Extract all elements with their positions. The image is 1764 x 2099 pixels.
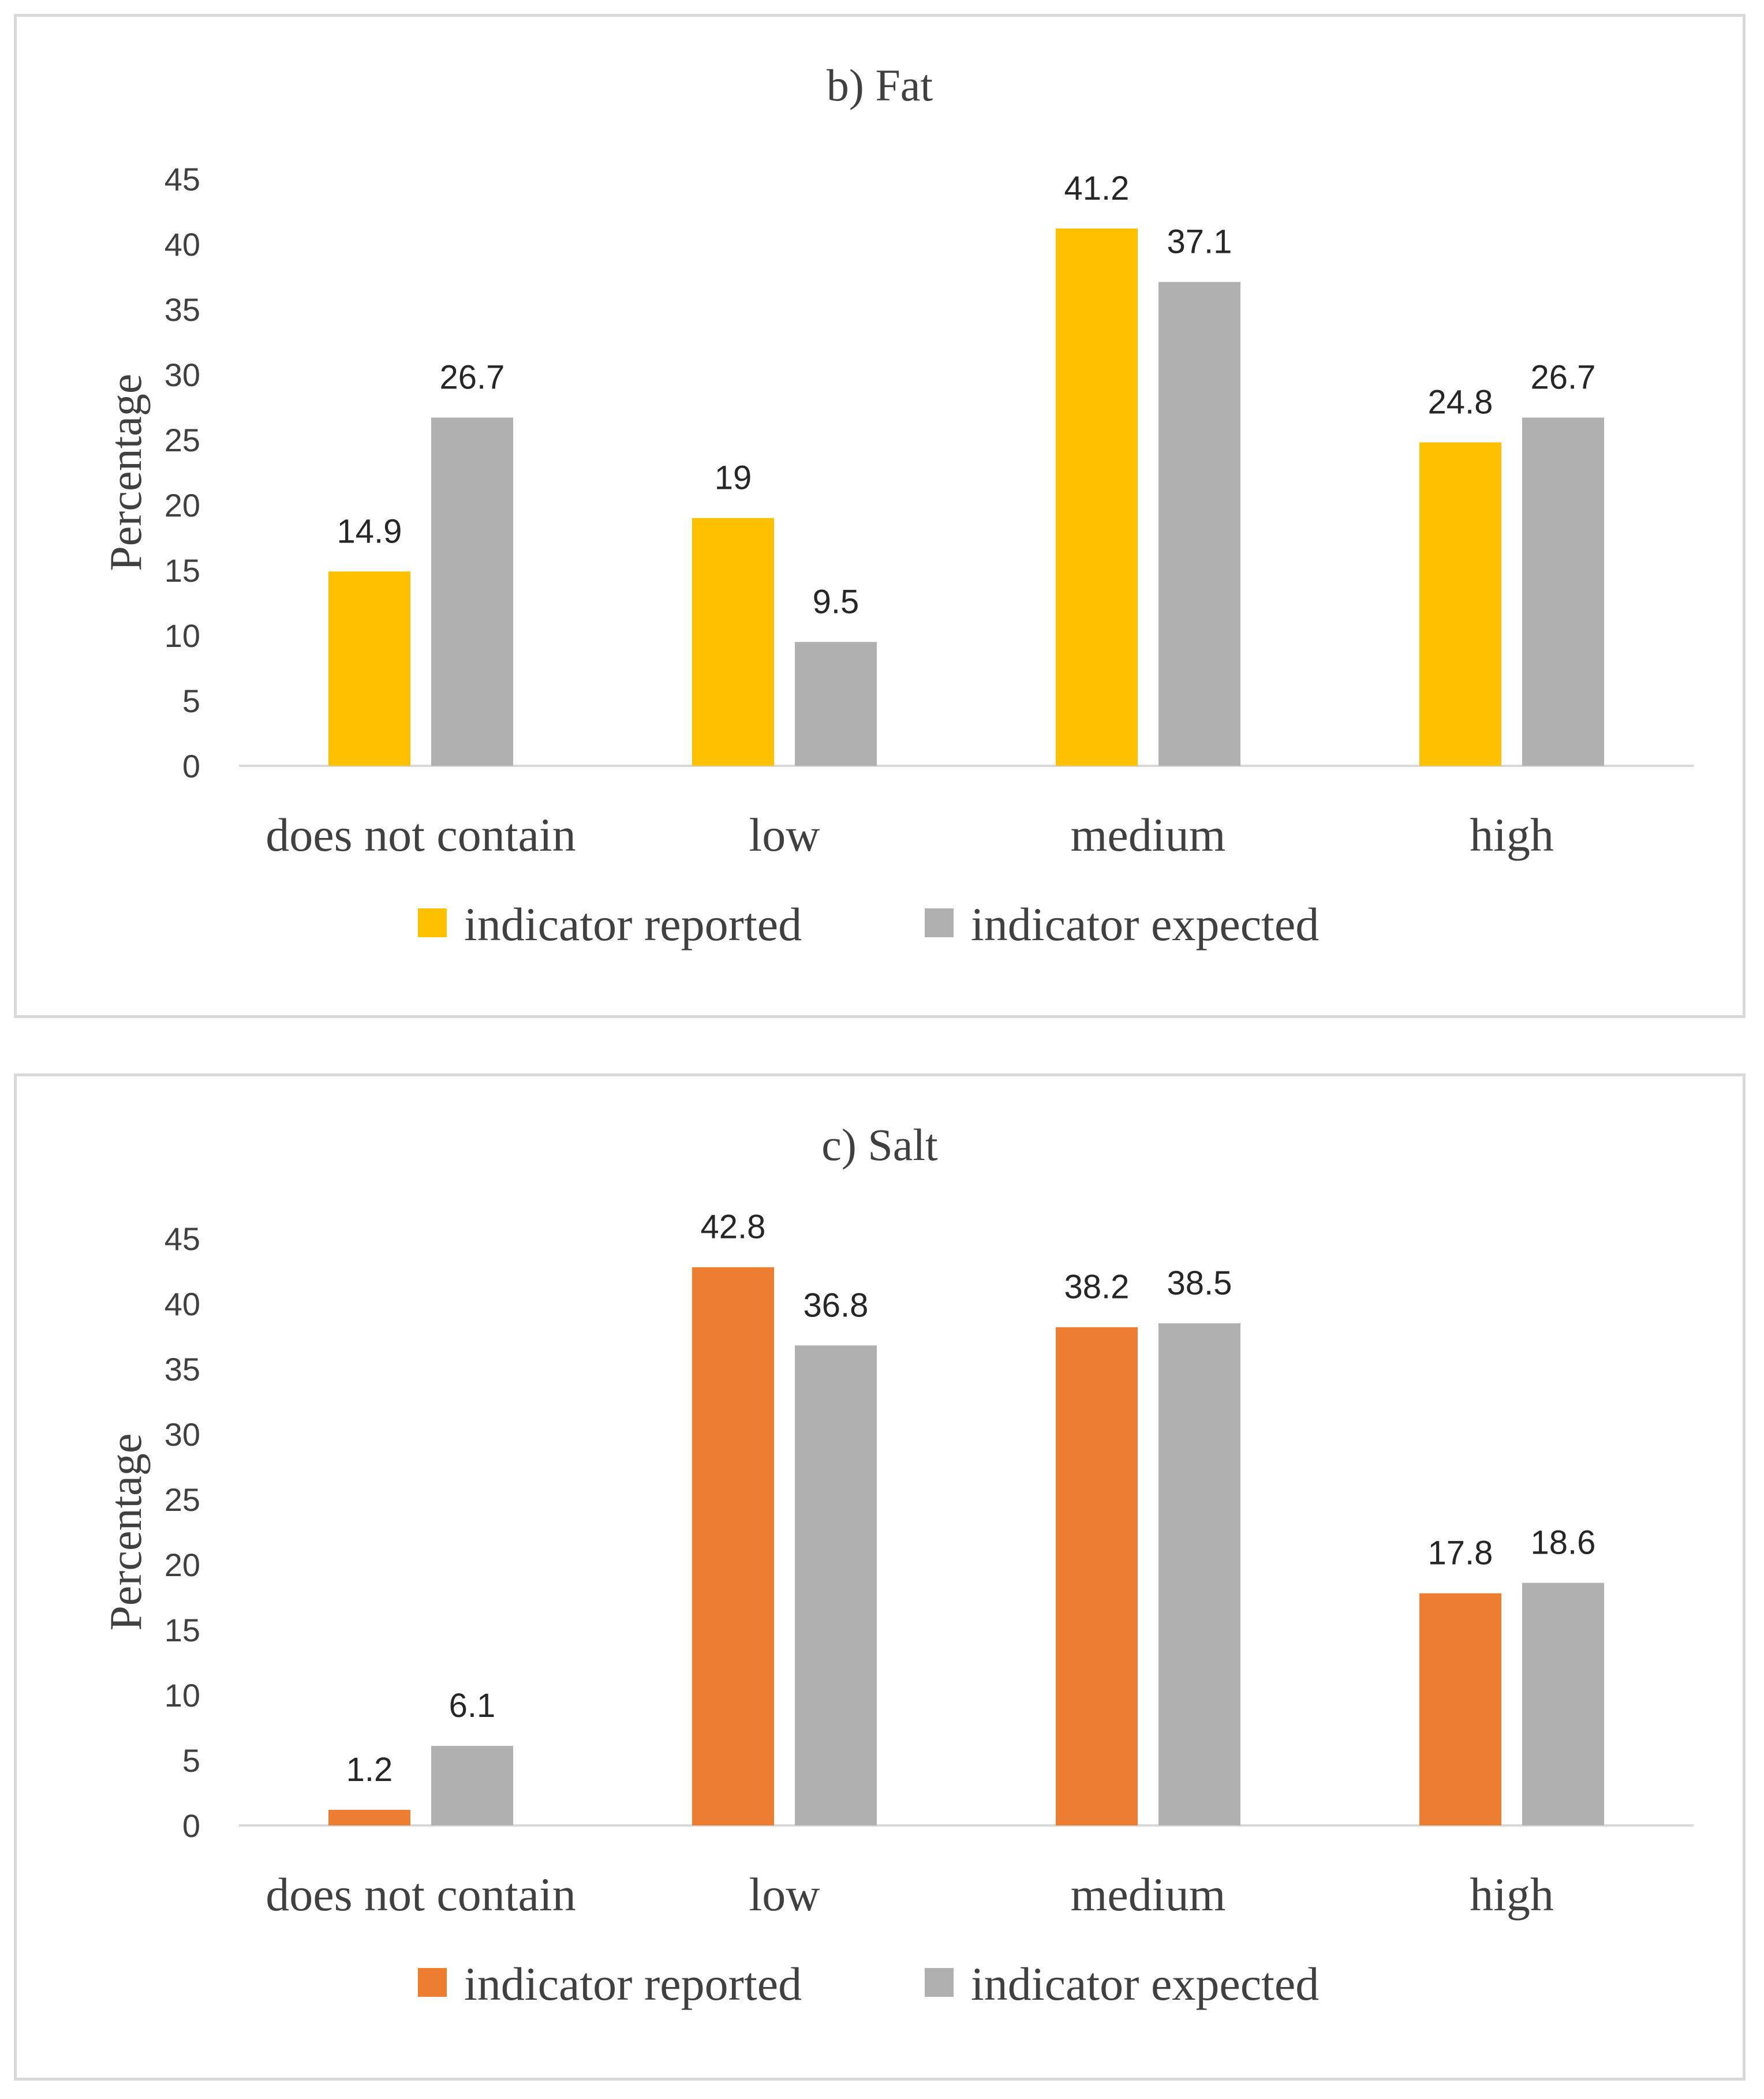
legend-swatch-reported [418, 1968, 447, 1997]
data-label: 1.2 [346, 1751, 393, 1789]
y-tick-label: 0 [182, 748, 200, 784]
y-tick-label: 20 [165, 1547, 200, 1583]
x-tick-label: low [749, 809, 820, 861]
chart-salt: c) Salt Percentage 0 5 10 15 20 25 30 35 40 45 1.2 6.… [100, 1120, 1694, 2010]
legend-swatch-reported [418, 908, 447, 937]
bar-expected [1158, 282, 1240, 766]
x-tick-label: medium [1071, 1868, 1226, 1921]
data-label: 17.8 [1428, 1535, 1493, 1572]
y-axis-label: Percentage [100, 373, 151, 571]
y-tick-label: 45 [165, 161, 200, 197]
data-label: 6.1 [449, 1687, 496, 1724]
y-axis-label: Percentage [100, 1433, 151, 1630]
bar-reported [1056, 228, 1138, 766]
y-tick-label: 30 [165, 1416, 200, 1453]
chart-fat: b) Fat Percentage 0 5 10 15 20 25 30 35 40 45 14.9 26… [100, 60, 1694, 951]
x-tick-label: low [749, 1868, 820, 1921]
data-label: 38.5 [1167, 1264, 1232, 1302]
bar-reported [692, 518, 774, 766]
y-tick-label: 5 [182, 1742, 200, 1779]
y-tick-label: 35 [165, 1351, 200, 1387]
y-tick-label: 25 [165, 1481, 200, 1518]
chart-panel-salt: c) Salt Percentage 0 5 10 15 20 25 30 35 40 45 1.2 6.… [14, 1073, 1746, 2081]
data-label: 19 [715, 459, 752, 497]
chart-panel-fat: b) Fat Percentage 0 5 10 15 20 25 30 35 40 45 14.9 26… [14, 14, 1746, 1018]
data-label: 18.6 [1531, 1524, 1596, 1562]
y-tick-label: 35 [165, 291, 200, 328]
bar-reported [1419, 442, 1501, 766]
bar-expected [1158, 1323, 1240, 1825]
bar-reported [1419, 1593, 1501, 1825]
y-tick-label: 25 [165, 422, 200, 458]
bar-expected [1522, 417, 1604, 766]
data-label: 36.8 [803, 1286, 869, 1324]
y-tick-label: 5 [182, 683, 200, 719]
data-label: 38.2 [1064, 1269, 1130, 1306]
bar-expected [1522, 1582, 1604, 1825]
y-tick-label: 10 [165, 1677, 200, 1713]
chart-title: c) Salt [821, 1120, 938, 1170]
legend-label: indicator reported [464, 1958, 802, 2010]
y-tick-label: 30 [165, 357, 200, 393]
data-label: 24.8 [1428, 384, 1493, 421]
x-tick-label: does not contain [266, 809, 575, 861]
bar-expected [795, 1345, 877, 1825]
bar-reported [328, 1809, 410, 1825]
bar-expected [431, 1746, 513, 1825]
legend-label: indicator expected [971, 898, 1319, 951]
x-tick-label: high [1470, 809, 1554, 861]
chart-title: b) Fat [827, 60, 933, 110]
x-tick-label: does not contain [266, 1868, 575, 1921]
legend-swatch-expected [925, 1968, 954, 1997]
data-label: 41.2 [1064, 170, 1130, 207]
legend-swatch-expected [925, 908, 954, 937]
x-tick-label: medium [1071, 809, 1226, 861]
y-tick-label: 15 [165, 1612, 200, 1648]
data-label: 37.1 [1167, 223, 1232, 261]
bar-reported [692, 1267, 774, 1825]
y-tick-label: 20 [165, 487, 200, 523]
bar-reported [1056, 1327, 1138, 1825]
data-label: 26.7 [440, 359, 505, 396]
bar-reported [328, 571, 410, 766]
y-tick-label: 0 [182, 1808, 200, 1844]
bar-expected [431, 417, 513, 766]
data-label: 9.5 [813, 583, 859, 620]
data-label: 26.7 [1531, 359, 1596, 396]
y-tick-label: 40 [165, 226, 200, 263]
data-label: 42.8 [701, 1208, 766, 1246]
y-tick-label: 45 [165, 1221, 200, 1257]
data-label: 14.9 [337, 512, 402, 550]
legend-label: indicator reported [464, 898, 802, 951]
y-tick-label: 15 [165, 552, 200, 589]
y-tick-label: 10 [165, 618, 200, 654]
x-tick-label: high [1470, 1868, 1554, 1921]
y-tick-label: 40 [165, 1286, 200, 1322]
legend-label: indicator expected [971, 1958, 1319, 2010]
bar-expected [795, 642, 877, 766]
